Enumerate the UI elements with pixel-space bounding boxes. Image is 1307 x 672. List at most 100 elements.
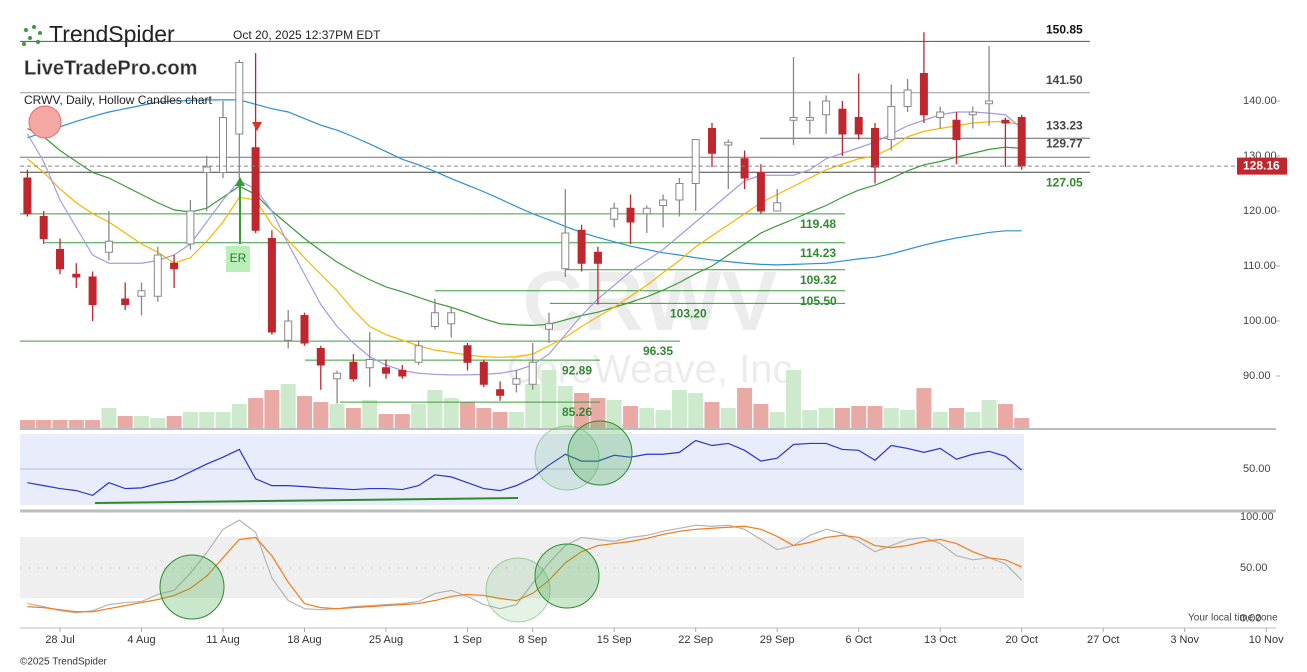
volume-bar: [378, 414, 394, 428]
volume-bar: [411, 404, 427, 428]
volume-bar: [965, 412, 981, 428]
candle-body: [659, 199, 668, 206]
candle-body: [56, 249, 64, 270]
volume-bar: [769, 412, 785, 428]
candle-body: [365, 359, 374, 369]
volume-bar: [36, 420, 52, 428]
level-label: 127.05: [1046, 175, 1083, 189]
candle-body: [104, 240, 113, 253]
volume-bar: [199, 412, 215, 428]
rsi-line: [27, 439, 1023, 497]
volume-bar: [313, 402, 329, 428]
volume-bar: [704, 402, 720, 428]
candle-body: [39, 216, 48, 239]
x-tick-label: 25 Aug: [369, 634, 403, 646]
volume-bar: [182, 412, 198, 428]
candle-body: [691, 139, 700, 184]
level-label: 109.32: [800, 273, 837, 287]
x-tick-label: 18 Aug: [287, 634, 321, 646]
level-label: 103.20: [670, 307, 707, 321]
x-tick-label: 29 Sep: [760, 634, 795, 646]
candle-body: [414, 345, 423, 363]
candle-body: [561, 232, 570, 270]
candle-body: [267, 238, 276, 333]
x-tick-label: 8 Sep: [518, 634, 547, 646]
volume-bar: [52, 420, 68, 428]
x-tick-label: 3 Nov: [1170, 634, 1199, 646]
plot: 140.00130.00120.00110.00100.0090.00150.8…: [19, 22, 1287, 646]
stoch-tick-label: 0.00: [1240, 613, 1261, 625]
candle-body: [186, 210, 195, 245]
level-label: 119.48: [800, 217, 836, 231]
er-arrow-head: [235, 177, 245, 186]
volume-bar: [655, 410, 671, 428]
candle-body: [593, 251, 602, 264]
candle-body: [430, 312, 439, 327]
volume-bar: [834, 408, 850, 428]
candle-body: [936, 111, 945, 118]
candle-body: [72, 273, 81, 278]
candle-body: [349, 361, 358, 380]
candle-body: [1001, 119, 1010, 124]
candle-body: [137, 290, 146, 297]
stoch-line: [27, 519, 1023, 614]
volume-bar: [215, 412, 231, 428]
candle-body: [838, 108, 847, 135]
candle-body: [610, 207, 619, 220]
moving-average: [27, 120, 1022, 358]
volume-bar: [150, 418, 166, 428]
volume-bar: [231, 404, 247, 428]
highlight-circle: [159, 554, 225, 620]
last-price-box: [1237, 157, 1287, 175]
candle-body: [463, 345, 472, 363]
chart-title: CRWV, Daily, Hollow Candles chart: [24, 93, 213, 107]
level-label: 105.50: [800, 294, 837, 308]
timestamp: Oct 20, 2025 12:37PM EDT: [233, 28, 381, 42]
volume-bar: [460, 402, 475, 428]
timezone: Your local time zone: [1188, 613, 1278, 624]
candle-body: [985, 100, 994, 105]
volume-bar: [394, 414, 410, 428]
candle-body: [626, 207, 635, 223]
level-label: 141.50: [1046, 73, 1083, 87]
level-label: 92.89: [562, 363, 592, 377]
candle-body: [333, 372, 342, 380]
volume-bar: [85, 420, 101, 428]
er-label: ER: [230, 251, 247, 265]
candle-body: [88, 276, 97, 305]
candle-body: [284, 320, 293, 341]
y-tick-label: 120.00: [1243, 205, 1277, 217]
volume-bar: [541, 370, 557, 428]
stoch-tick-label: 100.00: [1240, 511, 1274, 523]
candle-body: [545, 323, 553, 330]
y-tick-label: 90.00: [1243, 370, 1271, 382]
volume-bar: [166, 416, 182, 428]
stoch-line: [27, 525, 1022, 613]
level-label: 85.26: [562, 405, 592, 419]
volume-bar: [525, 384, 541, 428]
volume-bar: [818, 408, 834, 428]
volume-bar: [476, 408, 492, 428]
volume-bar: [688, 393, 704, 428]
volume-bar: [949, 408, 964, 428]
candle-body: [789, 117, 798, 121]
x-tick-label: 15 Sep: [597, 634, 632, 646]
volume-bar: [19, 420, 35, 428]
volume-bar: [786, 370, 801, 428]
candle-body: [642, 207, 651, 215]
x-tick-label: 1 Sep: [453, 634, 482, 646]
volume-bar: [68, 420, 84, 428]
candle-body: [773, 202, 782, 212]
x-tick-label: 4 Aug: [127, 634, 155, 646]
last-price-label: 128.16: [1243, 158, 1280, 172]
y-tick-label: 140.00: [1243, 95, 1277, 107]
volume-bar: [900, 410, 916, 428]
x-tick-label: 11 Aug: [206, 634, 239, 646]
volume-bar: [590, 398, 606, 428]
candle-body: [871, 128, 879, 168]
candle-body: [952, 119, 961, 140]
stoch-tick-label: 50.00: [1240, 562, 1268, 574]
moving-average: [27, 99, 1022, 266]
volume-bar: [623, 406, 638, 428]
candle-body: [496, 389, 505, 396]
